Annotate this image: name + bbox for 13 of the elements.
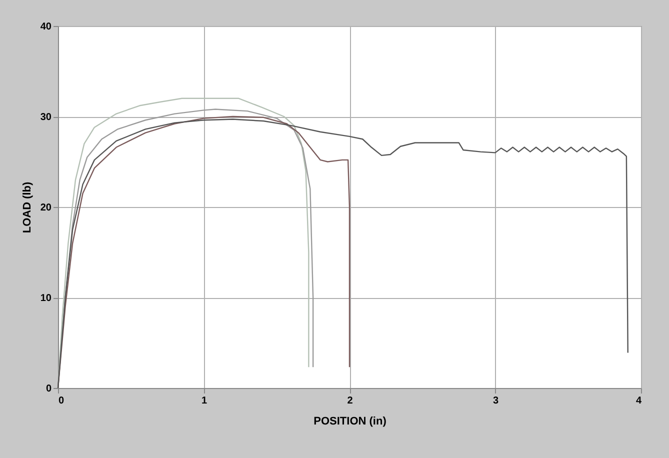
- x-tick-label: 3: [492, 396, 499, 406]
- y-axis-title: LOAD (lb): [21, 182, 34, 234]
- y-tick-label: 10: [40, 293, 52, 304]
- x-tick-label: 4: [636, 396, 642, 406]
- y-tick-label: 40: [40, 22, 52, 32]
- x-axis-title: POSITION (in): [314, 416, 387, 428]
- x-tick-label: 2: [347, 396, 354, 406]
- line-series: [57, 118, 628, 389]
- x-tick-label: 1: [201, 396, 208, 406]
- y-tick-label: 20: [40, 202, 52, 214]
- y-tick-label: 30: [40, 112, 52, 123]
- x-tick-label: 0: [58, 396, 64, 406]
- y-tick-label: 0: [46, 384, 52, 394]
